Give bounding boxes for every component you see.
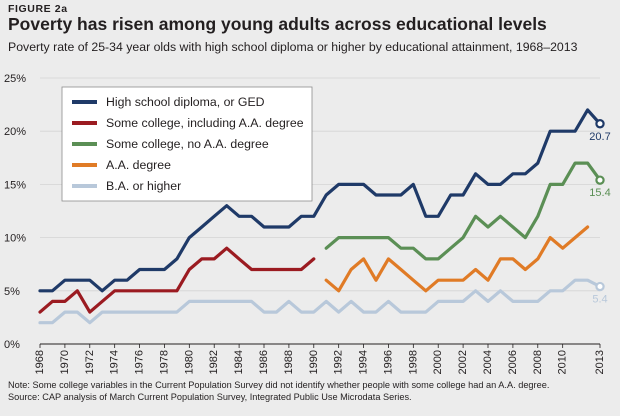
note-text: Note: Some college variables in the Curr… <box>8 380 550 390</box>
series-line <box>324 161 602 261</box>
end-marker <box>595 281 605 292</box>
y-tick-label: 25% <box>4 73 26 85</box>
legend-entry-label: A.A. degree <box>106 158 171 172</box>
end-marker <box>595 175 605 185</box>
legend-entry-label: Some college, including A.A. degree <box>106 116 304 130</box>
end-value-label: 5.4 <box>592 294 607 306</box>
y-tick-label: 20% <box>4 126 26 138</box>
y-tick-label: 5% <box>4 286 20 298</box>
legend-box <box>61 86 313 202</box>
x-tick-label: 2010 <box>557 350 569 374</box>
end-value-label: 15.4 <box>589 187 610 199</box>
x-tick-label: 1990 <box>308 350 320 374</box>
x-tick-label: 1994 <box>358 350 370 374</box>
y-tick-label: 10% <box>4 233 26 245</box>
x-tick-label: 2013 <box>594 350 606 374</box>
x-tick-label: 1978 <box>158 350 170 374</box>
series-line <box>38 278 602 325</box>
x-tick-label: 2006 <box>507 350 519 374</box>
x-tick-label: 1976 <box>134 350 146 374</box>
chart-title: Poverty has risen among young adults acr… <box>8 14 547 34</box>
series-line <box>324 225 590 293</box>
x-tick-label: 1970 <box>59 350 71 374</box>
x-tick-label: 2008 <box>532 350 544 374</box>
series-line <box>38 108 602 293</box>
y-axis-ticks: 0% 5% 10% 15% 20% 25% <box>4 73 26 351</box>
x-tick-label: 1998 <box>407 350 419 374</box>
x-tick-label: 1968 <box>34 350 46 374</box>
chart-subtitle: Poverty rate of 25-34 year olds with hig… <box>8 40 578 54</box>
figure-label: FIGURE 2a <box>8 3 68 15</box>
x-tick-label: 1992 <box>333 350 345 374</box>
x-tick-label: 2000 <box>432 350 444 374</box>
x-tick-label: 1982 <box>208 350 220 374</box>
y-tick-label: 0% <box>4 339 20 351</box>
x-tick-label: 1988 <box>283 350 295 374</box>
x-tick-label: 1972 <box>84 350 96 374</box>
series-lines <box>38 108 602 325</box>
series-line <box>38 246 316 314</box>
x-tick-label: 1984 <box>233 350 245 374</box>
legend-entry-label: B.A. or higher <box>106 179 181 193</box>
x-axis-ticks: 1968 1970 1972 1974 1976 1978 1980 1982 1984 1986… <box>34 344 606 374</box>
legend-entry-label: Some college, no A.A. degree <box>106 137 269 151</box>
x-tick-label: 1980 <box>183 350 195 374</box>
legend: High school diploma, or GED Some college,… <box>61 86 313 202</box>
x-tick-label: 1986 <box>258 350 270 374</box>
end-value-label: 20.7 <box>589 131 610 143</box>
x-tick-label: 1996 <box>382 350 394 374</box>
x-tick-label: 2002 <box>457 350 469 374</box>
legend-entry-label: High school diploma, or GED <box>106 95 265 109</box>
end-marker <box>595 119 605 129</box>
chart-notes: Note: Some college variables in the Curr… <box>8 379 549 403</box>
x-tick-label: 1974 <box>109 350 121 374</box>
x-tick-label: 2004 <box>482 350 494 374</box>
source-text: Source: CAP analysis of March Current Po… <box>8 392 412 402</box>
y-tick-label: 15% <box>4 179 26 191</box>
end-labels: 20.7 15.4 5.4 <box>589 119 611 306</box>
